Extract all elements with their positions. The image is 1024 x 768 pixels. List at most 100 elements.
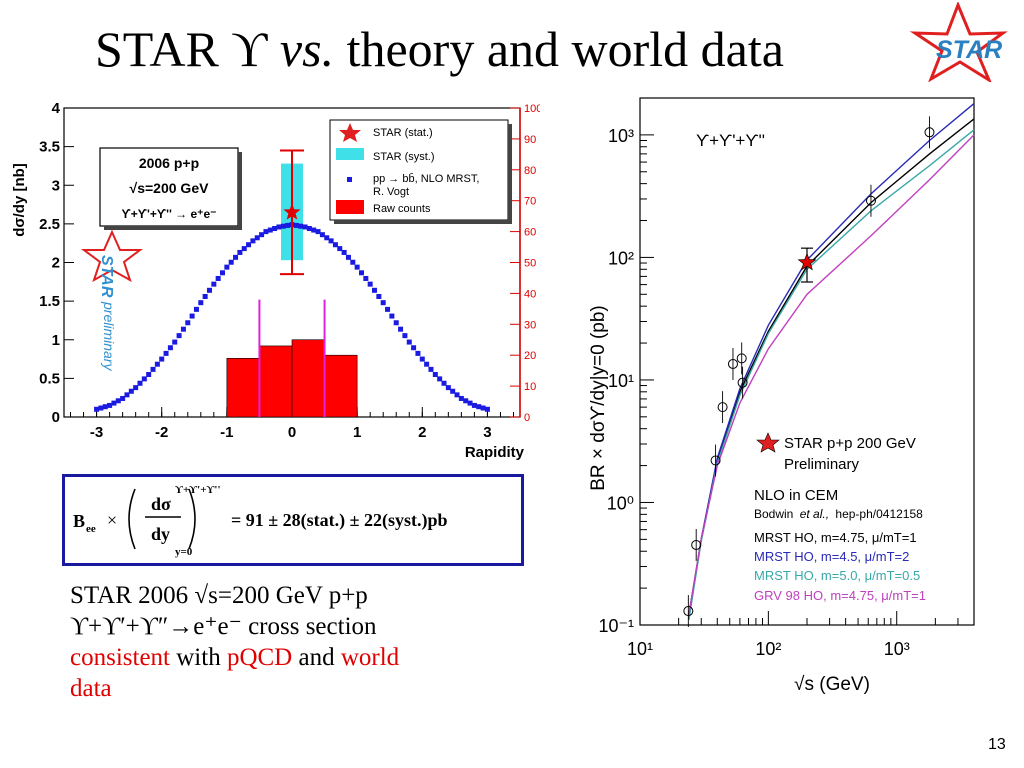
conclusion-pqcd: pQCD — [226, 644, 293, 671]
world-data-point — [727, 358, 738, 369]
nlo-curve-point — [241, 246, 247, 252]
nlo-curve-point — [337, 246, 343, 252]
left-y2-tick-label: 80 — [524, 165, 536, 177]
legend-series-2: MRST HO, m=4.5, μ/mT=2 — [754, 549, 909, 564]
nlo-curve-point — [159, 356, 165, 362]
nlo-curve-point — [324, 235, 330, 241]
watermark-star-icon — [81, 229, 143, 283]
right-legend: STAR p+p 200 GeV Preliminary NLO in CEM … — [754, 432, 926, 603]
nlo-curve-point — [167, 345, 173, 351]
title-part2: theory and world data — [346, 21, 784, 77]
nlo-curve-point — [350, 259, 356, 265]
right-x-tick-label: 10² — [755, 639, 781, 659]
left-y2-tick-label: 30 — [524, 319, 536, 331]
right-ylabel: BR × dσϒ/dy|y=0 (pb) — [588, 305, 609, 491]
left-y2-tick-label: 60 — [524, 227, 536, 239]
left-y2-tick-label: 20 — [524, 350, 536, 362]
legend-reference: Bodwin et al., hep-ph/0412158 — [754, 507, 923, 521]
formula-subscript: y=0 — [175, 546, 193, 558]
left-y-tick-label: 2.5 — [39, 216, 60, 233]
nlo-curve-point — [354, 264, 360, 270]
nlo-curve-point — [332, 242, 338, 248]
left-y-tick-label: 3.5 — [39, 139, 60, 156]
left-legend: STAR (stat.) STAR (syst.) pp → bb̄, NLO … — [329, 119, 512, 224]
nlo-curve-point — [246, 242, 252, 248]
nlo-curve-point — [111, 400, 117, 406]
rapidity-chart: -3 -2 -1 0 1 2 300.511.522.533.540102030405060… — [11, 100, 540, 461]
nlo-curve-point — [102, 404, 108, 410]
star-data-point — [283, 203, 301, 220]
conclusion-with: with — [176, 644, 221, 671]
formula-box: B ee × dσ dy ϒ+ϒ'+ϒ'' y=0 = 91 ± 28(stat… — [62, 474, 524, 566]
raw-count-bar — [226, 357, 260, 418]
left-y2-tick-label: 0 — [524, 412, 530, 424]
star-preliminary-watermark: STAR preliminary — [81, 229, 143, 371]
formula-left-paren — [128, 488, 136, 550]
nlo-curve-point — [133, 385, 139, 391]
right-xlabel: √s (GeV) — [794, 674, 870, 695]
nlo-curve-point — [406, 339, 412, 345]
formula-result: = 91 ± 28(stat.) ± 22(syst.)pb — [231, 510, 448, 531]
nlo-curve-point — [254, 235, 260, 241]
legend-star-stat: STAR (stat.) — [373, 127, 433, 139]
legend-nlo-marker — [347, 177, 352, 182]
nlo-curve-point — [107, 402, 113, 408]
legend-nlo-title: NLO in CEM — [754, 487, 838, 504]
right-y-tick-label: 10⁻¹ — [598, 616, 634, 636]
watermark-preliminary-text: preliminary — [101, 301, 117, 371]
left-y2-tick-label: 90 — [524, 134, 536, 146]
nlo-curve-point — [484, 406, 490, 412]
left-y-tick-label: 1 — [52, 332, 60, 349]
world-data-point — [736, 353, 747, 364]
right-plot-label: ϒ+ϒ'+ϒ'' — [696, 131, 765, 150]
nlo-curve-point — [94, 406, 100, 412]
world-data-chart: 10¹ 10² 10³ 10⁻¹ 10⁰ 10¹ 10² 10³ ϒ+ϒ'+ϒ'' BR × … — [588, 97, 975, 695]
nlo-curve-point — [432, 372, 438, 378]
slide-title: STAR ϒ vs. theory and world data — [95, 20, 784, 78]
left-ylabel: dσ/dy [nb] — [11, 163, 28, 237]
left-y-tick-label: 4 — [52, 100, 61, 117]
title-part1: STAR ϒ — [95, 21, 268, 77]
nlo-curve-point — [380, 300, 386, 306]
left-x-tick-label: -3 — [90, 424, 103, 441]
nlo-curve-point — [363, 275, 369, 281]
conclusion-world: world — [340, 644, 400, 671]
nlo-curve-point — [124, 392, 130, 398]
nlo-curve-point — [415, 350, 421, 356]
nlo-curve-point — [228, 259, 234, 265]
nlo-curve-point — [376, 293, 382, 299]
nlo-curve-point — [215, 275, 221, 281]
nlo-curve-point — [302, 224, 308, 230]
world-data-point — [924, 127, 935, 138]
legend-star-label-2: Preliminary — [784, 456, 860, 473]
nlo-curve-point — [441, 380, 447, 386]
right-y-tick-label: 10² — [608, 248, 634, 268]
formula-ee: ee — [86, 523, 96, 535]
nlo-curve-point — [163, 350, 169, 356]
nlo-curve-point — [458, 395, 464, 401]
nlo-curve-point — [428, 366, 434, 372]
nlo-curve-point — [172, 339, 178, 345]
nlo-curve-point — [146, 372, 152, 378]
raw-count-bar — [324, 354, 358, 418]
formula-dy: dy — [151, 524, 170, 544]
raw-count-bar — [259, 345, 293, 418]
nlo-curve-point — [293, 222, 299, 228]
nlo-curve-point — [233, 254, 239, 260]
legend-syst-swatch — [336, 148, 364, 160]
theory-curve-4 — [688, 134, 975, 616]
nlo-curve-point — [120, 395, 126, 401]
legend-series-1: MRST HO, m=4.75, μ/mT=1 — [754, 530, 917, 545]
nlo-curve-point — [372, 287, 378, 293]
nlo-curve-point — [237, 249, 243, 255]
nlo-curve-point — [150, 366, 156, 372]
nlo-curve-point — [411, 345, 417, 351]
cross-section-formula: B ee × dσ dy ϒ+ϒ'+ϒ'' y=0 = 91 ± 28(stat… — [73, 484, 448, 558]
right-y-tick-label: 10¹ — [608, 371, 634, 391]
nlo-curve-point — [424, 361, 430, 367]
left-y-tick-label: 0.5 — [39, 370, 60, 387]
nlo-curve-point — [345, 254, 351, 260]
nlo-curve-point — [445, 385, 451, 391]
world-data-point — [865, 195, 876, 206]
nlo-curve-point — [306, 226, 312, 232]
